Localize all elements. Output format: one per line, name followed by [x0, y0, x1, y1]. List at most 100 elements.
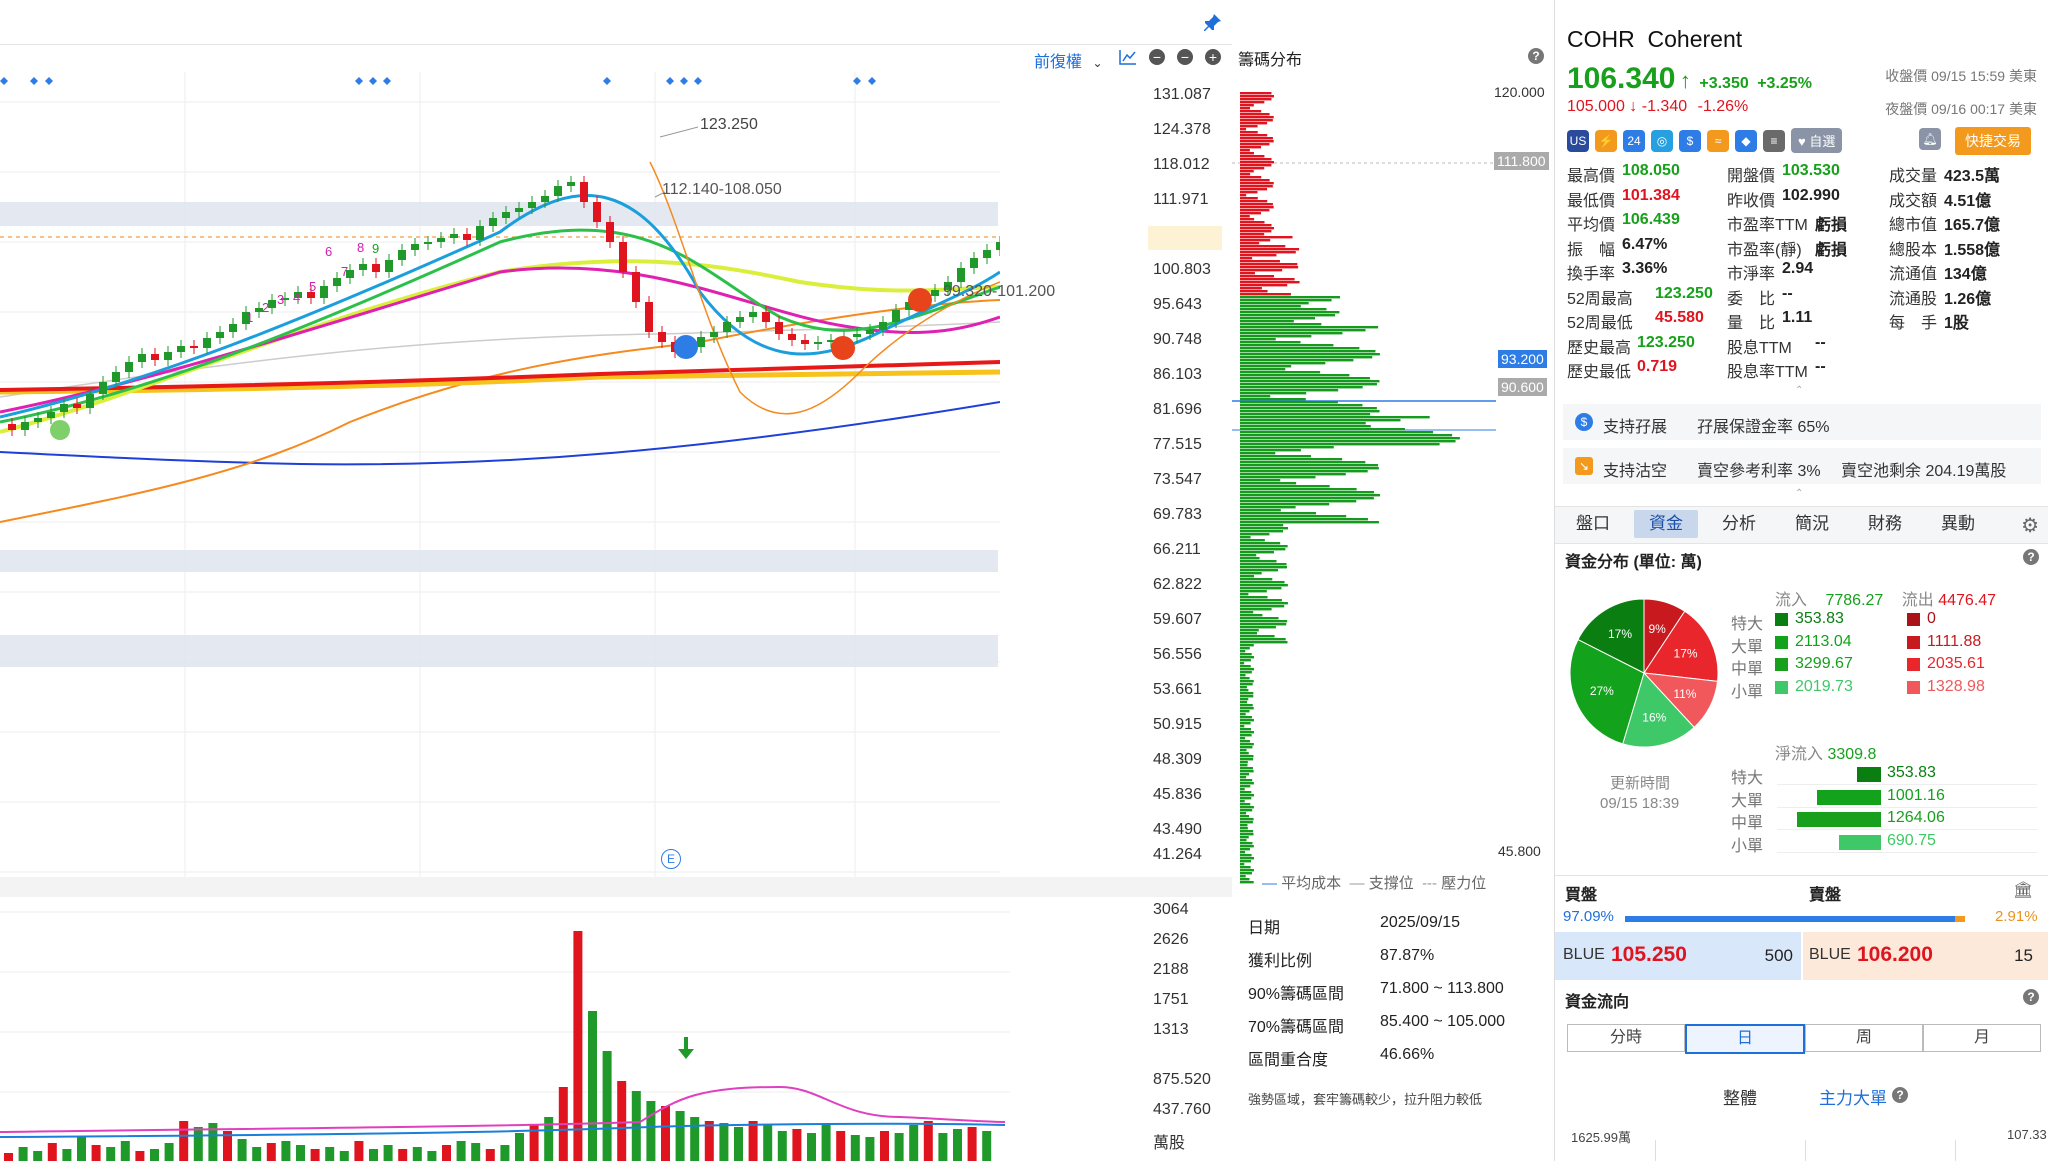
stat-label: 52周最高 [1567, 285, 1633, 309]
candle-body [528, 202, 536, 208]
settings-icon[interactable]: ⚙ [2021, 513, 2039, 538]
bell-icon[interactable]: 🔔︎ [1919, 128, 1941, 150]
candle-body [788, 334, 796, 340]
chip-bar [1240, 503, 1329, 505]
chip-stat-row: 區間重合度 46.66% [1248, 1046, 1548, 1079]
watchlist-button[interactable]: ♥ 自選 [1791, 128, 1842, 153]
short-pool: 賣空池剩余 204.19萬股 [1841, 457, 2006, 481]
chip-bar [1240, 449, 1301, 451]
candle-body [463, 234, 471, 240]
net-inflow-rows: 特大 353.83 大單 1001.16 中單 1264.06 小單 690.75 [1731, 764, 2041, 854]
candle-body [437, 238, 445, 242]
volume-bar [734, 1127, 743, 1161]
down-arrow-icon: ↓ [1629, 98, 1637, 115]
flash-icon[interactable]: ⚡ [1595, 130, 1617, 152]
chip-bar [1240, 149, 1250, 151]
stat-label: 委 比 [1727, 285, 1775, 309]
flow-tab-main[interactable]: 主力大單 [1819, 1084, 1887, 1109]
chip-bar [1240, 104, 1254, 106]
capital-row: 小單 2019.73 1328.98 [1731, 678, 2031, 701]
tab-1[interactable]: 資金 [1634, 510, 1698, 538]
options-icon[interactable]: ◎ [1651, 130, 1673, 152]
chip-histogram [1232, 84, 1554, 884]
tag-icon[interactable]: ◆ [1735, 130, 1757, 152]
period-3[interactable]: 月 [1923, 1024, 2041, 1052]
chip-bar [1240, 197, 1258, 199]
chip-bar [1240, 761, 1248, 763]
us-flag-icon[interactable]: US [1567, 130, 1589, 152]
help-icon[interactable]: ? [1528, 48, 1544, 64]
chip-bar [1240, 437, 1460, 439]
period-0[interactable]: 分時 [1567, 1024, 1685, 1052]
ah-time: 夜盤價 09/16 00:17 美東 [1885, 99, 2037, 119]
capital-row-label: 中單 [1731, 655, 1763, 679]
flow-tab-all[interactable]: 整體 [1723, 1084, 1757, 1109]
24h-icon[interactable]: 24 [1623, 130, 1645, 152]
short-icon[interactable]: ≈ [1707, 130, 1729, 152]
candle-body [333, 278, 341, 286]
chip-bar [1240, 155, 1264, 157]
candle-body [164, 352, 172, 360]
volume-bar [924, 1121, 933, 1161]
quick-trade-button[interactable]: 快捷交易 [1955, 127, 2031, 155]
stat-label: 平均價 [1567, 211, 1615, 235]
tab-4[interactable]: 財務 [1853, 510, 1917, 538]
legend-swatch [1907, 636, 1920, 649]
net-row: 特大 353.83 [1731, 764, 2041, 787]
tab-2[interactable]: 分析 [1707, 510, 1771, 538]
short-row[interactable]: ↘ 支持沽空 賣空參考利率 3% 賣空池剩余 204.19萬股 [1563, 448, 2041, 484]
chip-bar [1240, 281, 1300, 283]
ask-row[interactable]: BLUE 106.200 15 [1803, 932, 2048, 980]
chart-panel[interactable]: 前復權 ⌄ − − + 131.087 124.378 118.012 111.971… [0, 0, 1232, 1161]
stat-label: 歷史最高 [1567, 334, 1631, 358]
chip-bar [1240, 125, 1258, 127]
legend-resistance: 壓力位 [1441, 875, 1486, 892]
volume-bar [238, 1139, 247, 1161]
notes-icon[interactable]: ≡ [1763, 130, 1785, 152]
collapse-icon[interactable]: ⌃ [1795, 385, 1803, 396]
chip-bar [1240, 833, 1253, 835]
price-tick-label: 50.915 [1153, 716, 1202, 734]
bid-row[interactable]: BLUE 105.250 500 [1555, 932, 1801, 980]
candle-body [593, 202, 601, 222]
stat-value: 1.26億 [1944, 285, 1991, 309]
stat-label: 52周最低 [1567, 309, 1633, 333]
chip-bar [1240, 830, 1253, 832]
chip-stat-label: 區間重合度 [1248, 1046, 1328, 1070]
bank-icon[interactable]: 🏛︎ [2013, 880, 2033, 900]
earnings-marker[interactable]: E [661, 849, 681, 869]
period-1[interactable]: 日 [1685, 1024, 1805, 1054]
help-icon[interactable]: ? [2023, 549, 2039, 565]
stat-value: 102.990 [1782, 187, 1840, 205]
ah-price: 105.000 [1567, 98, 1625, 115]
adjust-dropdown[interactable]: 前復權 ⌄ [1034, 48, 1103, 72]
period-2[interactable]: 周 [1805, 1024, 1923, 1052]
collapse-icon-2[interactable]: ⌃ [1795, 488, 1803, 499]
chip-bar [1240, 767, 1253, 769]
net-value: 1001.16 [1887, 787, 1945, 805]
chip-bar [1240, 191, 1257, 193]
help-icon[interactable]: ? [2023, 989, 2039, 1005]
chip-bar [1240, 428, 1405, 430]
help-icon[interactable]: ? [1892, 1087, 1908, 1103]
chip-bar [1240, 230, 1271, 232]
chip-bar [1240, 656, 1254, 658]
chip-bar [1240, 626, 1276, 628]
chip-stat-value: 71.800 ~ 113.800 [1380, 980, 1504, 998]
volume-bar [354, 1141, 363, 1161]
tab-3[interactable]: 簡況 [1780, 510, 1844, 538]
tab-5[interactable]: 異動 [1926, 510, 1990, 538]
flow-axis [1955, 1140, 1956, 1161]
td-number: 8 [357, 240, 364, 255]
candlestick-chart[interactable] [0, 72, 1000, 877]
high-price-label: 123.250 [700, 116, 758, 134]
capital-out-value: 0 [1927, 610, 1936, 628]
net-bar [1839, 835, 1881, 850]
indicator-icon[interactable] [1119, 49, 1137, 70]
dollar-icon[interactable]: $ [1679, 130, 1701, 152]
tab-0[interactable]: 盤口 [1561, 510, 1625, 538]
volume-bar [705, 1121, 714, 1161]
chip-bar [1240, 641, 1288, 643]
volume-bar [33, 1151, 42, 1161]
margin-row[interactable]: $ 支持孖展 孖展保證金率 65% [1563, 404, 2041, 440]
